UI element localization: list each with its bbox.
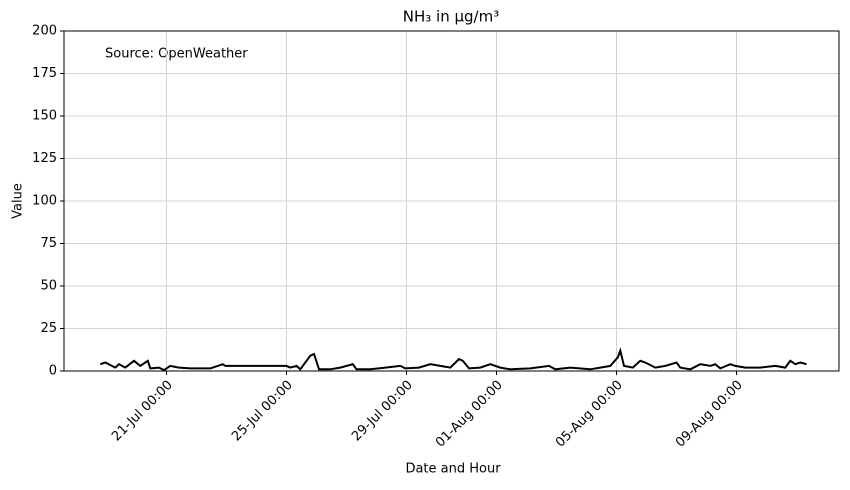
plot-frame <box>63 30 840 372</box>
y-tick-label: 100 <box>32 194 57 209</box>
x-tick-label: 21-Jul 00:00 <box>109 378 176 445</box>
y-tick-label: 25 <box>40 321 57 336</box>
y-tick-label: 150 <box>32 109 57 124</box>
x-tick-label: 09-Aug 00:00 <box>673 378 746 451</box>
y-tick-label: 125 <box>32 151 57 166</box>
annotation: Source: OpenWeather <box>105 47 248 62</box>
chart-title: NH₃ in μg/m³ <box>403 8 499 26</box>
y-tick-label: 75 <box>40 236 57 251</box>
data-line <box>99 347 807 372</box>
x-axis-label: Date and Hour <box>405 462 501 477</box>
y-tick-label: 200 <box>32 24 57 39</box>
y-tick-label: 0 <box>49 364 57 379</box>
x-tick-label: 25-Jul 00:00 <box>229 378 296 445</box>
x-tick-label: 05-Aug 00:00 <box>553 378 626 451</box>
x-tick-label: 29-Jul 00:00 <box>349 378 416 445</box>
y-tick-label: 50 <box>40 279 57 294</box>
y-axis-label: Value <box>11 183 26 219</box>
x-tick-label: 01-Aug 00:00 <box>433 378 506 451</box>
y-tick-label: 175 <box>32 66 57 81</box>
